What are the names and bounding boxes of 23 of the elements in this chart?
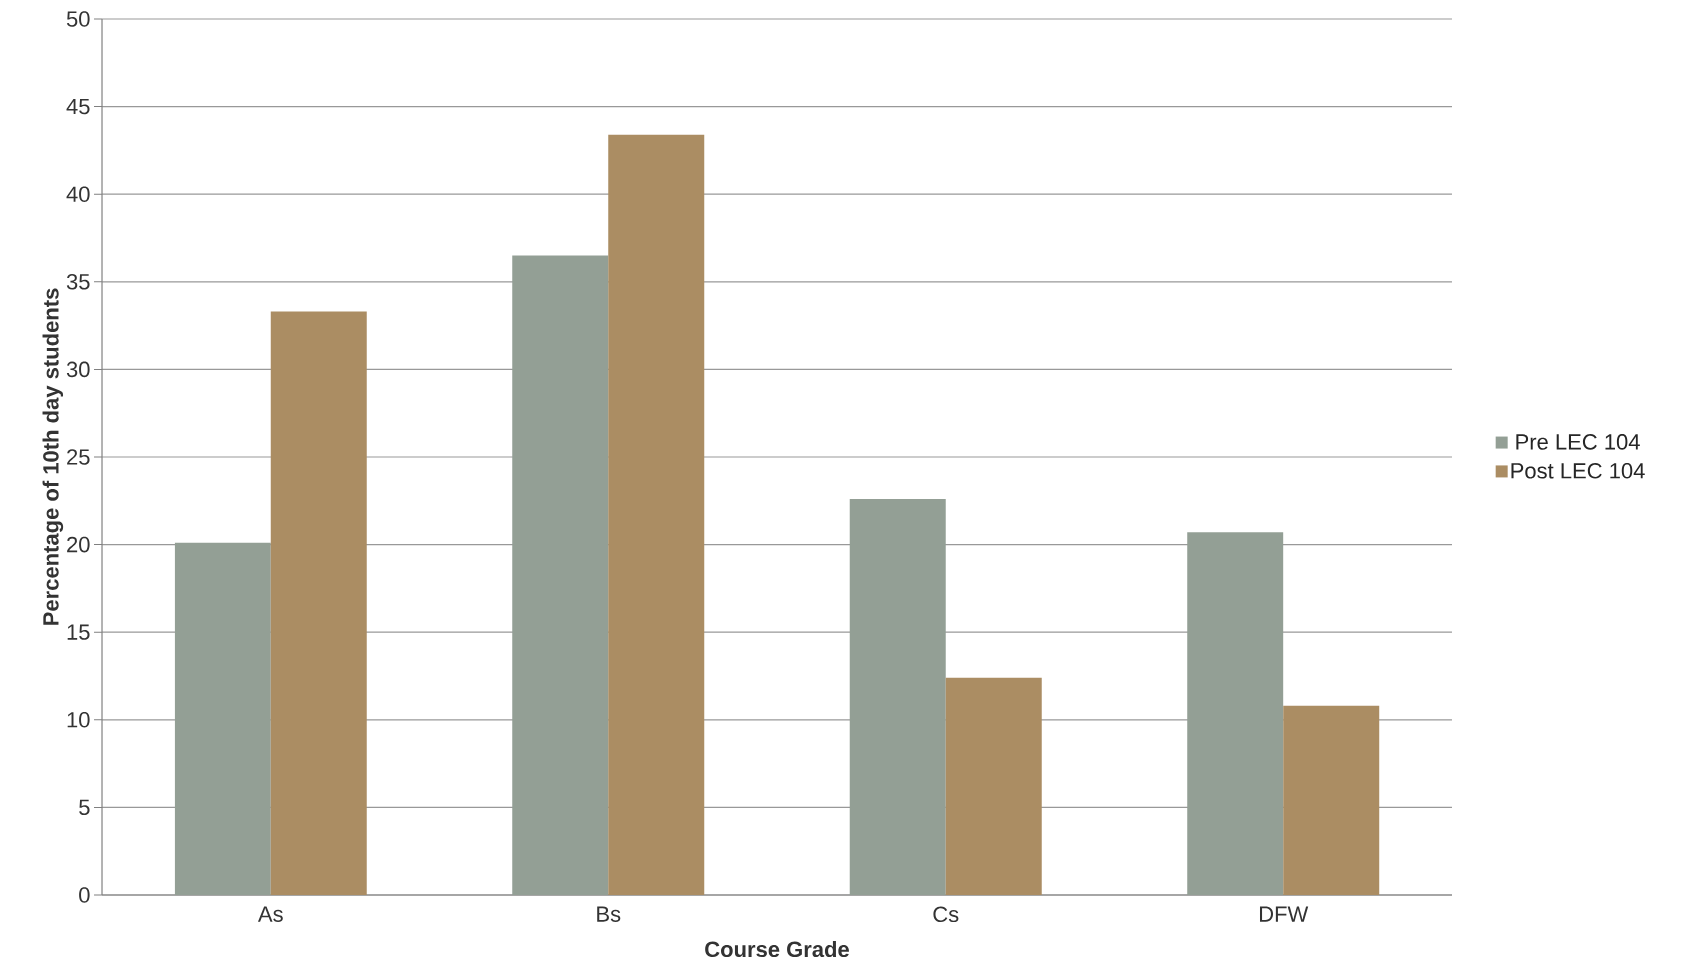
y-tick-label: 45 xyxy=(66,98,90,115)
bar xyxy=(1283,705,1380,895)
y-tick-label: 10 xyxy=(67,711,90,728)
x-tick-label: Bs xyxy=(597,906,621,922)
y-tick-label: 25 xyxy=(67,449,90,465)
x-axis-title: Course Grade xyxy=(705,940,849,958)
y-tick-label: 5 xyxy=(79,799,90,816)
y-tick-label: 20 xyxy=(67,536,90,553)
y-tick-label: 0 xyxy=(79,887,90,903)
x-tick-label: As xyxy=(257,906,283,922)
y-tick-label: 40 xyxy=(66,186,90,202)
y-axis-title: Percentage of 10th day students xyxy=(42,288,64,625)
bar xyxy=(270,311,367,895)
y-tick-label: 50 xyxy=(66,11,90,27)
y-tick-label: 30 xyxy=(66,361,90,378)
legend-label: Pre LEC 104 xyxy=(1516,434,1640,450)
x-tick-label: DFW xyxy=(1259,906,1309,922)
bar xyxy=(608,134,705,895)
y-tick-label: 15 xyxy=(67,624,90,640)
bar xyxy=(945,677,1042,895)
x-tick-label: Cs xyxy=(933,906,959,923)
y-tick-label: 35 xyxy=(66,273,90,290)
legend-label: Post LEC 104 xyxy=(1511,462,1645,479)
